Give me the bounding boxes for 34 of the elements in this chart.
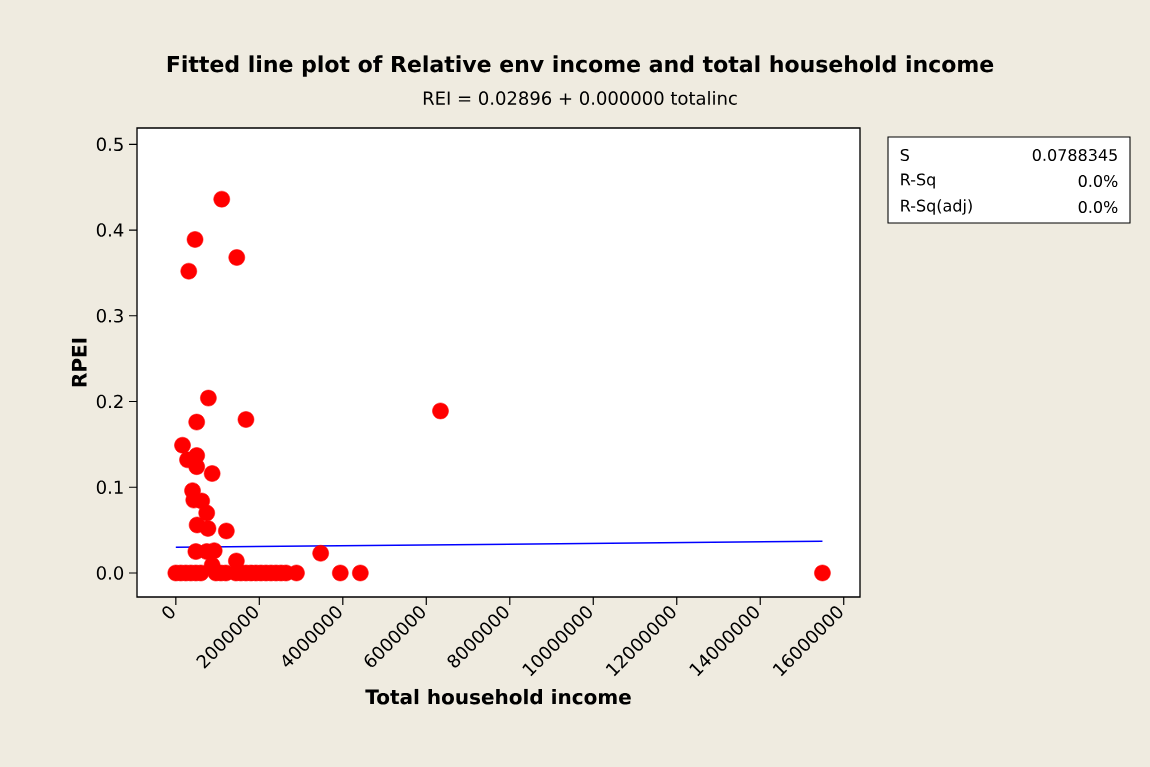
point bbox=[199, 520, 217, 537]
point bbox=[200, 389, 217, 407]
point bbox=[218, 522, 235, 540]
x-tick-label: 0 bbox=[162, 606, 175, 619]
text: S bbox=[900, 148, 909, 162]
text: 0.0% bbox=[1078, 200, 1118, 214]
text: R-Sq(adj) bbox=[901, 199, 972, 215]
point bbox=[203, 465, 221, 482]
point bbox=[432, 402, 449, 420]
point bbox=[228, 249, 246, 266]
chart-title: Fitted line plot of Relative env income and total household income bbox=[167, 55, 994, 77]
text: 0.0% bbox=[1078, 174, 1118, 188]
y-axis-title: RPEI bbox=[71, 338, 87, 387]
point bbox=[198, 504, 215, 522]
point bbox=[174, 436, 191, 454]
y-tick-label: 0.5 bbox=[96, 137, 123, 152]
point bbox=[352, 564, 369, 582]
y-tick-label: 0.1 bbox=[96, 480, 123, 495]
point bbox=[188, 413, 205, 431]
point bbox=[213, 190, 231, 208]
point bbox=[180, 262, 198, 280]
text: 0.0788345 bbox=[1032, 148, 1117, 162]
point bbox=[312, 545, 329, 562]
point bbox=[814, 564, 831, 582]
y-tick-label: 0.2 bbox=[96, 394, 123, 409]
point bbox=[186, 231, 204, 248]
point bbox=[237, 411, 255, 428]
point bbox=[332, 564, 349, 582]
text: R-Sq bbox=[901, 173, 935, 189]
x-axis-title: Total household income bbox=[365, 688, 631, 705]
chart-subtitle: REI = 0.02896 + 0.000000 totalinc bbox=[423, 91, 737, 105]
y-tick-label: 0.4 bbox=[96, 223, 124, 237]
y-tick-label: 0.0 bbox=[96, 566, 124, 580]
y-tick-label: 0.3 bbox=[96, 308, 123, 323]
